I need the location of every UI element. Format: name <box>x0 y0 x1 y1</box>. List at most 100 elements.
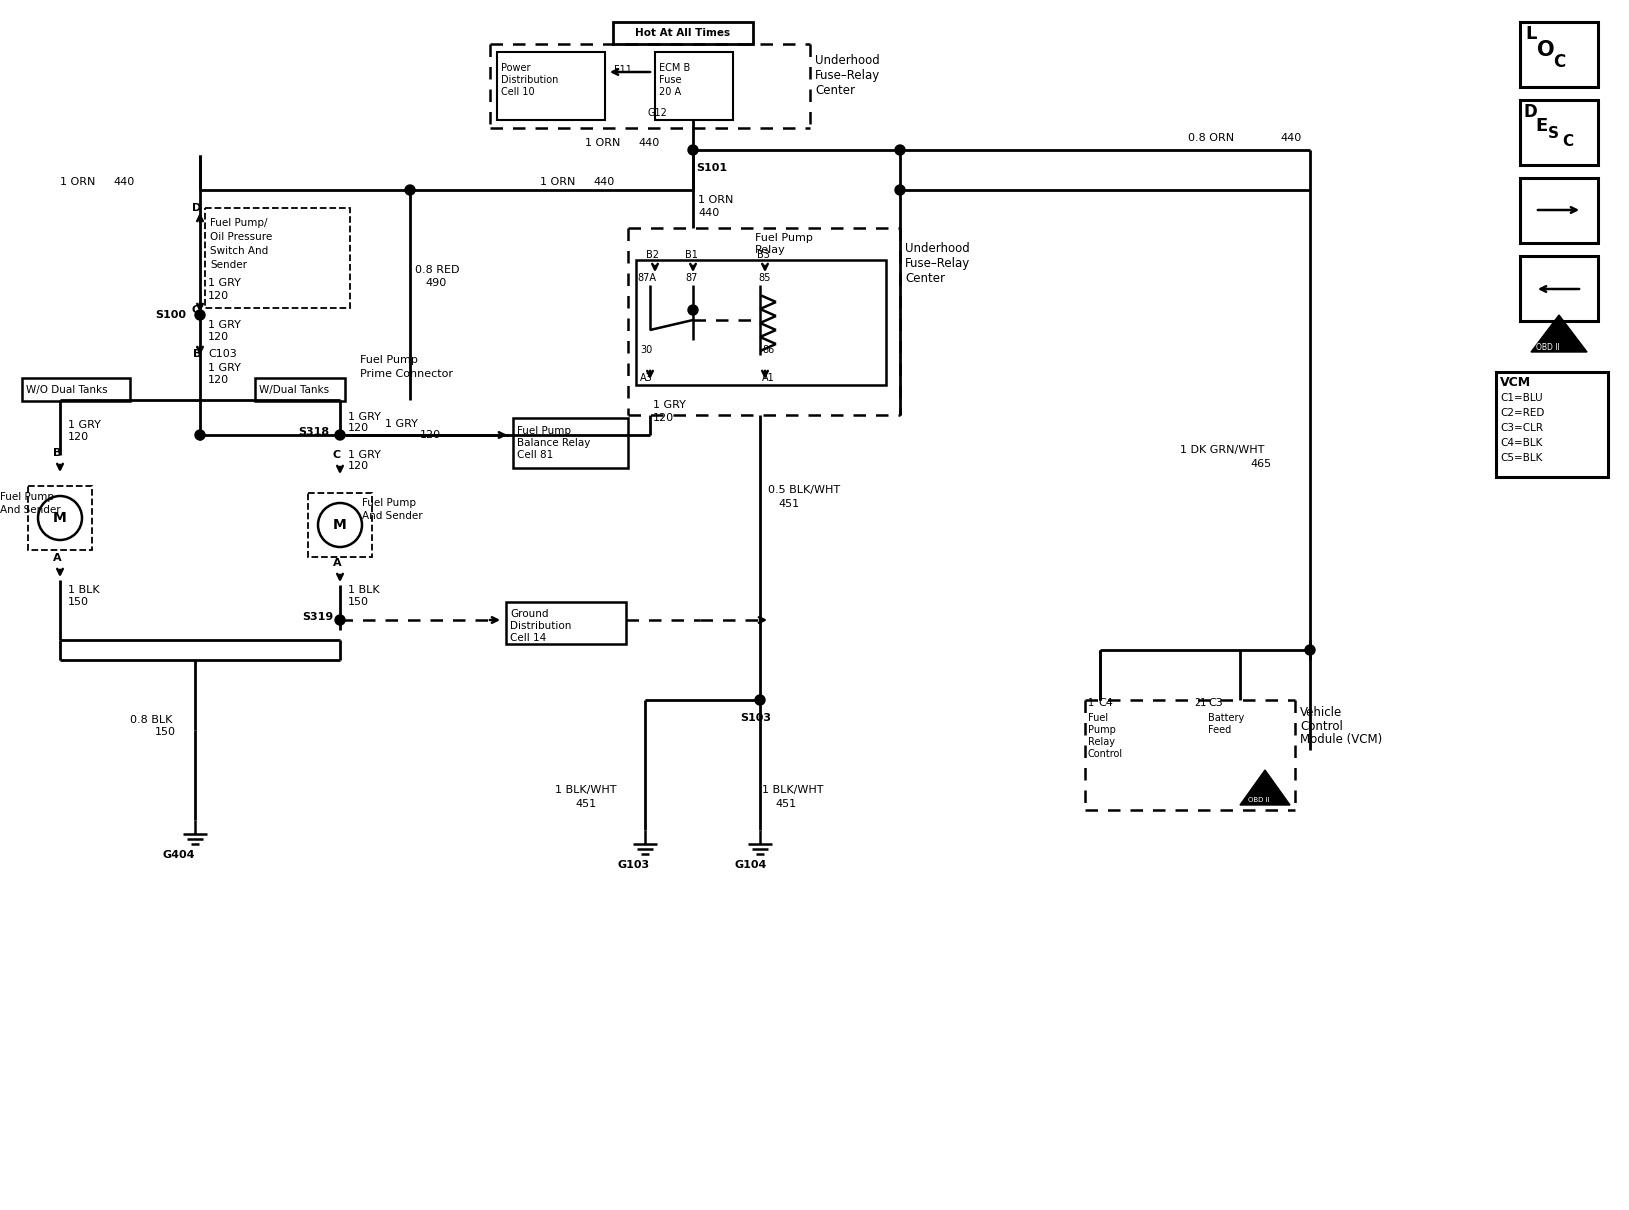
Text: 120: 120 <box>209 375 230 385</box>
Text: C3=CLR: C3=CLR <box>1500 424 1543 433</box>
Text: Pump: Pump <box>1088 725 1116 734</box>
Text: Fuel Pump: Fuel Pump <box>516 426 572 436</box>
Circle shape <box>336 430 345 440</box>
Text: Feed: Feed <box>1209 725 1232 734</box>
Text: 1 GRY: 1 GRY <box>653 401 686 410</box>
Text: Relay: Relay <box>754 244 785 255</box>
Text: 440: 440 <box>1280 133 1302 143</box>
Text: Control: Control <box>1088 749 1122 759</box>
Text: 1 GRY: 1 GRY <box>68 420 101 430</box>
Text: S319: S319 <box>301 612 334 622</box>
Text: 0.5 BLK/WHT: 0.5 BLK/WHT <box>767 485 841 495</box>
Text: S318: S318 <box>298 427 329 437</box>
Text: 1 BLK/WHT: 1 BLK/WHT <box>555 785 616 795</box>
Text: Sender: Sender <box>210 260 248 270</box>
Text: C: C <box>332 450 340 460</box>
Bar <box>613 22 753 44</box>
Text: C103: C103 <box>209 348 236 359</box>
Text: And Sender: And Sender <box>0 505 60 515</box>
Text: Module (VCM): Module (VCM) <box>1300 733 1383 747</box>
Text: 1 DK GRN/WHT: 1 DK GRN/WHT <box>1179 445 1264 455</box>
Text: Battery: Battery <box>1209 713 1245 724</box>
Text: Cell 14: Cell 14 <box>510 633 546 643</box>
Text: A: A <box>54 553 62 563</box>
Text: 451: 451 <box>779 499 800 509</box>
Text: 120: 120 <box>349 461 370 471</box>
Text: 1 ORN: 1 ORN <box>585 138 621 148</box>
Text: C1=BLU: C1=BLU <box>1500 393 1543 403</box>
Circle shape <box>406 185 415 195</box>
Text: 150: 150 <box>68 597 90 607</box>
Text: B2: B2 <box>647 250 660 260</box>
Text: 120: 120 <box>209 332 230 342</box>
Bar <box>1520 22 1598 87</box>
Text: G104: G104 <box>735 860 767 870</box>
Circle shape <box>687 145 697 155</box>
Text: Hot At All Times: Hot At All Times <box>635 28 730 38</box>
Text: 87: 87 <box>686 273 697 283</box>
Text: D: D <box>192 203 202 213</box>
Bar <box>1520 178 1598 243</box>
Text: 0.8 RED: 0.8 RED <box>415 265 459 275</box>
Bar <box>1520 100 1598 165</box>
Text: 440: 440 <box>639 138 660 148</box>
Text: 451: 451 <box>775 799 797 809</box>
Text: 150: 150 <box>155 727 176 737</box>
Text: 120: 120 <box>68 432 90 442</box>
Text: 120: 120 <box>653 413 674 423</box>
Text: 1 GRY: 1 GRY <box>209 363 241 373</box>
Text: 1 BLK: 1 BLK <box>68 584 99 595</box>
Text: Fuse–Relay: Fuse–Relay <box>814 69 880 81</box>
Text: S100: S100 <box>155 310 186 319</box>
Text: W/O Dual Tanks: W/O Dual Tanks <box>26 385 108 394</box>
Text: O: O <box>1538 40 1554 60</box>
Text: 1 GRY: 1 GRY <box>349 411 381 422</box>
Text: B1: B1 <box>686 250 697 260</box>
Text: 440: 440 <box>112 177 134 188</box>
Text: C: C <box>192 305 200 315</box>
Text: B: B <box>54 448 62 459</box>
Text: 1 GRY: 1 GRY <box>209 278 241 288</box>
Text: Cell 81: Cell 81 <box>516 450 554 460</box>
Text: A1: A1 <box>762 373 775 384</box>
Bar <box>308 492 371 557</box>
Text: S103: S103 <box>740 713 771 724</box>
Text: Oil Pressure: Oil Pressure <box>210 232 272 242</box>
Text: A3: A3 <box>640 373 653 384</box>
Circle shape <box>754 695 766 705</box>
Text: 1 BLK/WHT: 1 BLK/WHT <box>762 785 824 795</box>
Text: 0.8 ORN: 0.8 ORN <box>1188 133 1235 143</box>
Text: 1 ORN: 1 ORN <box>60 177 96 188</box>
Text: Switch And: Switch And <box>210 246 269 257</box>
Text: Center: Center <box>814 83 855 97</box>
Circle shape <box>195 430 205 440</box>
Text: 490: 490 <box>425 278 446 288</box>
Text: Fuel Pump: Fuel Pump <box>754 234 813 243</box>
Text: 87A: 87A <box>637 273 656 283</box>
Text: G12: G12 <box>648 108 668 119</box>
Text: Distribution: Distribution <box>510 621 572 630</box>
Text: 1 GRY: 1 GRY <box>209 319 241 330</box>
Text: OBD II: OBD II <box>1248 797 1269 803</box>
Circle shape <box>894 185 906 195</box>
Text: Fuel: Fuel <box>1088 713 1108 724</box>
Circle shape <box>195 310 205 319</box>
Text: 21: 21 <box>1194 698 1207 708</box>
Text: S101: S101 <box>696 163 727 173</box>
Text: 440: 440 <box>697 208 720 218</box>
Text: 85: 85 <box>757 273 771 283</box>
Circle shape <box>687 305 697 315</box>
Text: C4: C4 <box>1098 698 1113 708</box>
Bar <box>28 486 91 551</box>
Text: Fuel Pump: Fuel Pump <box>0 492 54 502</box>
Text: A: A <box>332 558 342 567</box>
Text: Control: Control <box>1300 720 1342 732</box>
Text: Prime Connector: Prime Connector <box>360 369 453 379</box>
Polygon shape <box>1240 770 1290 805</box>
Bar <box>635 260 886 385</box>
Text: 1 GRY: 1 GRY <box>349 450 381 460</box>
Text: 120: 120 <box>209 290 230 301</box>
Text: 1 ORN: 1 ORN <box>539 177 575 188</box>
Circle shape <box>1305 645 1315 655</box>
Text: C5=BLK: C5=BLK <box>1500 453 1543 463</box>
